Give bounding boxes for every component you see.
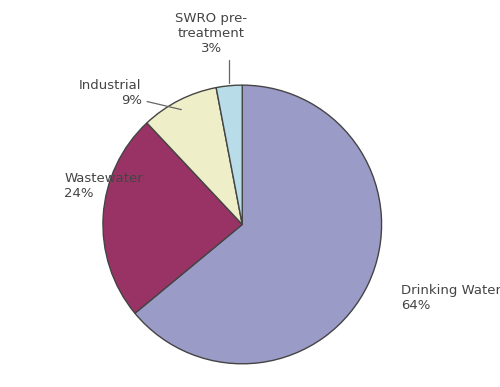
Text: Drinking Water
64%: Drinking Water 64%	[401, 284, 500, 312]
Wedge shape	[103, 123, 242, 313]
Wedge shape	[216, 85, 242, 224]
Wedge shape	[135, 85, 382, 364]
Text: SWRO pre-
treatment
3%: SWRO pre- treatment 3%	[175, 12, 248, 83]
Text: Wastewater
24%: Wastewater 24%	[64, 172, 143, 200]
Wedge shape	[147, 87, 242, 224]
Text: Industrial
9%: Industrial 9%	[79, 79, 182, 110]
